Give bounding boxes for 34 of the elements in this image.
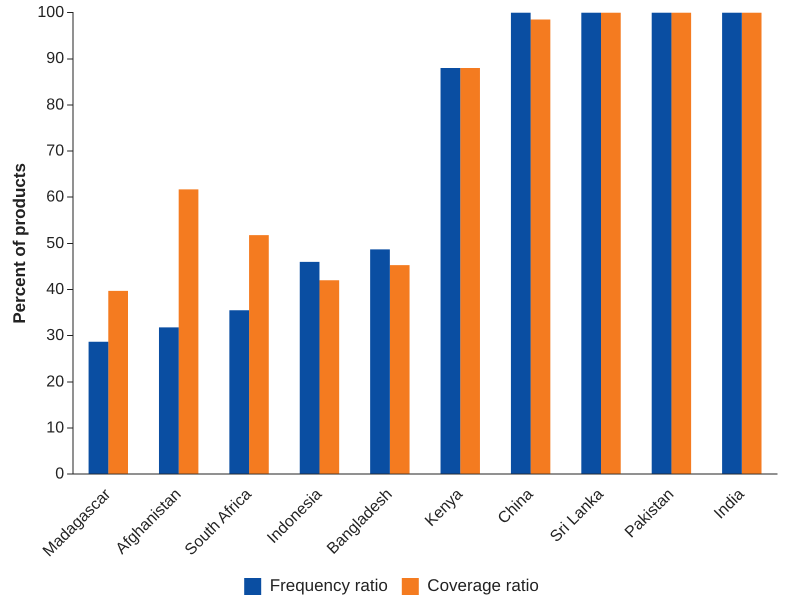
- bar: [370, 249, 390, 474]
- bar: [178, 189, 198, 474]
- y-tick-label: 50: [46, 234, 64, 252]
- y-tick-label: 20: [46, 373, 64, 390]
- bar: [88, 342, 108, 474]
- y-tick-label: 30: [46, 327, 64, 344]
- bar: [249, 235, 269, 474]
- bar: [440, 68, 460, 474]
- bar: [671, 12, 692, 474]
- y-tick-label: 60: [46, 188, 64, 206]
- y-tick-label: 100: [37, 4, 64, 22]
- bar: [581, 12, 602, 474]
- bar: [722, 12, 742, 474]
- bar: [319, 280, 340, 474]
- bar: [300, 262, 320, 474]
- y-tick-label: 70: [46, 142, 64, 160]
- legend-label: Frequency ratio: [270, 576, 388, 596]
- bar: [158, 327, 179, 474]
- bar: [108, 290, 128, 474]
- y-tick-label: 10: [46, 419, 64, 436]
- y-tick-label: 40: [46, 280, 64, 298]
- bar: [229, 310, 250, 474]
- y-tick-label: 0: [55, 466, 64, 483]
- y-tick-label: 90: [46, 50, 64, 68]
- bar: [652, 12, 672, 474]
- bar: [510, 12, 531, 474]
- bar: [390, 265, 410, 474]
- legend-label: Coverage ratio: [427, 576, 539, 596]
- bar: [601, 12, 621, 474]
- bar: [530, 20, 550, 474]
- bar: [460, 68, 480, 474]
- y-axis-title: Percent of products: [10, 163, 29, 324]
- bar: [742, 12, 762, 474]
- y-tick-label: 80: [46, 96, 64, 114]
